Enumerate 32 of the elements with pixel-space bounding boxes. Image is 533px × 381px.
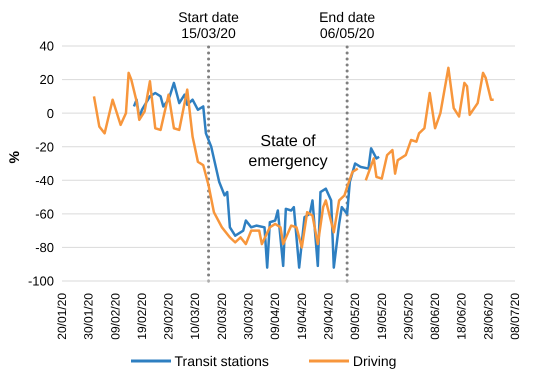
x-tick-label: 19/02/20	[134, 292, 149, 340]
ref-line-label: Start date 15/03/20	[178, 9, 240, 41]
x-tick-label: 29/04/20	[321, 292, 336, 340]
x-tick-label: 09/05/20	[348, 292, 362, 340]
x-tick-label: 08/07/20	[508, 292, 522, 340]
y-axis-title: %	[6, 150, 22, 164]
x-tick-label: 18/06/20	[454, 292, 469, 340]
x-tick-label: 09/04/20	[268, 292, 282, 340]
x-tick-label: 20/03/20	[214, 292, 229, 340]
annotation: State of emergency	[247, 132, 329, 172]
x-tick-label: 28/06/20	[481, 292, 496, 340]
x-tick-label: 20/01/20	[55, 292, 69, 340]
legend-label: Transit stations	[174, 353, 269, 369]
y-tick-label: -40	[35, 172, 54, 188]
x-tick-label: 19/04/20	[294, 292, 309, 340]
legend-label: Driving	[352, 353, 396, 369]
y-tick-label: -100	[28, 274, 54, 289]
y-tick-label: 20	[40, 72, 54, 88]
y-tick-label: -20	[35, 139, 54, 154]
y-tick-label: -80	[35, 240, 54, 256]
x-tick-label: 29/02/20	[162, 292, 176, 340]
x-tick-label: 30/03/20	[242, 292, 256, 340]
x-tick-label: 29/05/20	[401, 292, 416, 340]
x-tick-label: 10/03/20	[188, 292, 202, 340]
x-tick-label: 08/06/20	[428, 292, 442, 340]
ref-line-label: End date 06/05/20	[319, 9, 376, 41]
x-tick-label: 19/05/20	[374, 292, 389, 340]
y-tick-label: -60	[35, 206, 54, 222]
x-tick-label: 09/02/20	[108, 292, 122, 340]
x-tick-label: 30/01/20	[82, 292, 96, 340]
y-tick-label: 40	[40, 38, 54, 54]
y-tick-label: 0	[46, 106, 54, 121]
